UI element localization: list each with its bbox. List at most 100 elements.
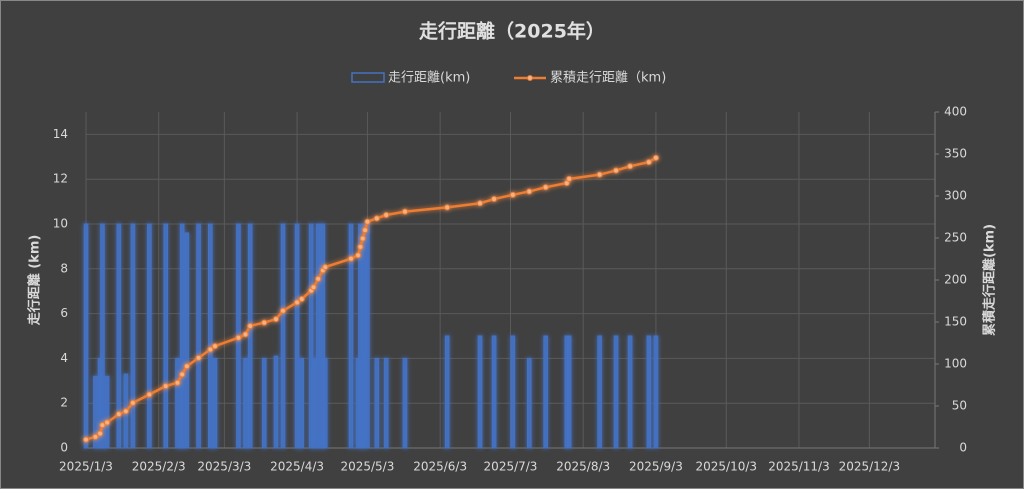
legend-label: 累積走行距離（km) — [550, 71, 666, 86]
bar-series — [83, 223, 659, 449]
y2-tick-label: 150 — [944, 315, 967, 329]
y2-tick-label: 250 — [944, 231, 967, 245]
x-tick-label: 2025/9/3 — [629, 460, 683, 474]
line-marker — [97, 430, 104, 437]
legend-swatch-marker — [527, 75, 533, 81]
bar — [179, 223, 185, 449]
bar — [627, 335, 633, 449]
line-marker — [122, 408, 129, 415]
y2-axis-title: 累積走行距離(km) — [982, 224, 998, 336]
bar — [100, 223, 105, 449]
bar — [175, 357, 180, 449]
line-marker — [364, 218, 371, 225]
line-marker — [566, 175, 573, 182]
bar — [104, 375, 110, 449]
line-marker — [315, 275, 322, 282]
line-marker — [645, 159, 652, 166]
bar — [247, 223, 253, 449]
line-marker — [542, 184, 549, 191]
line-marker — [83, 436, 89, 443]
bar — [566, 335, 572, 449]
chart-title: 走行距離（2025年） — [419, 20, 605, 43]
line-marker — [348, 255, 355, 262]
line-marker — [477, 200, 484, 207]
bar — [83, 223, 89, 449]
y-tick-label: 6 — [60, 306, 68, 320]
bar — [653, 335, 659, 449]
bar — [322, 357, 328, 449]
bar — [184, 232, 190, 449]
line-marker — [247, 322, 254, 329]
y-tick-label: 12 — [53, 172, 68, 186]
bar — [294, 223, 300, 449]
bar — [320, 223, 326, 449]
line-marker — [162, 383, 169, 390]
line-marker — [211, 343, 218, 350]
bar — [526, 357, 532, 449]
line-marker — [362, 227, 369, 234]
bar — [130, 223, 136, 449]
x-tick-label: 2025/1/3 — [59, 460, 113, 474]
bar — [613, 335, 619, 449]
line-marker — [401, 208, 408, 215]
line-marker — [242, 331, 249, 338]
bar — [208, 223, 213, 449]
line-marker — [280, 307, 287, 314]
line-marker — [322, 264, 329, 271]
bar — [147, 223, 152, 449]
bar — [243, 357, 248, 449]
bar — [299, 357, 305, 449]
line-marker — [195, 354, 202, 361]
line-marker — [272, 316, 279, 323]
bar — [510, 335, 516, 449]
bar — [273, 355, 279, 449]
y2-tick-label: 400 — [944, 105, 967, 119]
bar — [365, 223, 370, 449]
line-marker — [613, 167, 620, 174]
line-marker — [359, 235, 366, 242]
bar — [402, 357, 408, 449]
line-marker — [99, 422, 106, 429]
x-tick-label: 2025/11/3 — [768, 460, 830, 474]
y-tick-label: 8 — [60, 261, 68, 275]
bar — [646, 335, 652, 449]
line-marker — [146, 391, 153, 398]
line-marker — [627, 163, 634, 170]
y2-tick-label: 50 — [952, 399, 967, 413]
bar — [543, 335, 548, 449]
line-marker — [115, 411, 122, 418]
bar — [261, 357, 267, 449]
y-axis-title: 走行距離 (km) — [27, 235, 43, 326]
bar — [315, 223, 321, 449]
bar — [196, 223, 201, 449]
x-tick-label: 2025/10/3 — [696, 460, 758, 474]
y2-tick-label: 0 — [959, 441, 967, 455]
x-tick-label: 2025/4/3 — [270, 460, 324, 474]
line-marker — [310, 284, 317, 291]
bar — [93, 375, 98, 449]
x-tick-label: 2025/6/3 — [413, 460, 467, 474]
y-tick-label: 10 — [53, 217, 68, 231]
bar — [374, 357, 380, 449]
y2-tick-label: 350 — [944, 147, 967, 161]
line-marker — [129, 399, 136, 406]
y2-tick-label: 300 — [944, 189, 967, 203]
line-marker — [652, 154, 659, 161]
line-marker — [261, 319, 268, 326]
bar — [491, 335, 497, 449]
bar — [477, 335, 483, 449]
x-tick-label: 2025/7/3 — [484, 460, 538, 474]
line-series — [83, 154, 659, 443]
bar — [444, 335, 450, 449]
bar — [383, 357, 389, 449]
x-tick-label: 2025/12/3 — [839, 460, 901, 474]
legend-label: 走行距離(km) — [388, 71, 470, 86]
y2-tick-label: 200 — [944, 273, 967, 287]
line-marker — [357, 243, 364, 250]
line-marker — [298, 295, 305, 302]
line-marker — [509, 191, 516, 198]
line-marker — [92, 433, 99, 440]
x-tick-label: 2025/3/3 — [197, 460, 251, 474]
